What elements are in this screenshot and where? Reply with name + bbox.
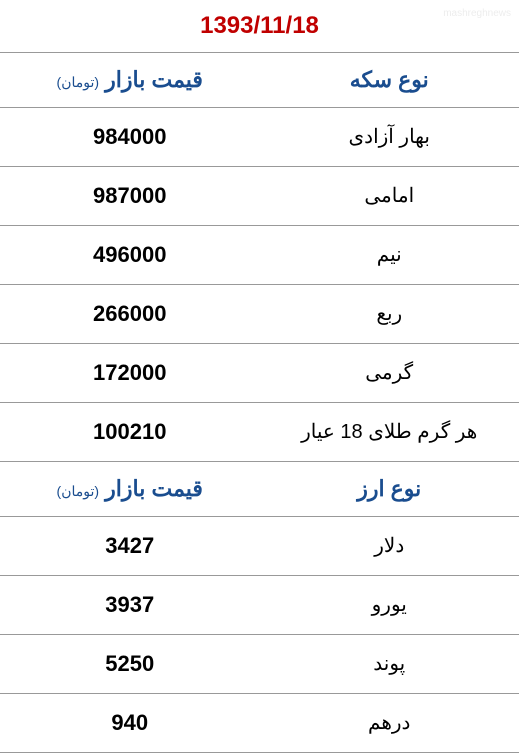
- coin-price-header: قیمت بازار (تومان): [0, 67, 260, 93]
- currency-price: 3937: [0, 592, 260, 618]
- table-row: گرمی 172000: [0, 344, 519, 403]
- date-header: 1393/11/18: [0, 0, 519, 53]
- watermark: mashreghnews: [443, 8, 511, 19]
- table-row: نیم 496000: [0, 226, 519, 285]
- table-row: یورو 3937: [0, 576, 519, 635]
- coin-name: نیم: [260, 242, 519, 268]
- currency-name: درهم: [260, 710, 519, 736]
- table-row: پوند 5250: [0, 635, 519, 694]
- currency-name: پوند: [260, 651, 519, 677]
- currency-name: دلار: [260, 533, 519, 559]
- currency-type-header: نوع ارز: [260, 476, 519, 502]
- currency-price: 940: [0, 710, 260, 736]
- currency-price: 5250: [0, 651, 260, 677]
- coin-price: 100210: [0, 419, 260, 445]
- price-unit: (تومان): [57, 483, 100, 499]
- coin-name: امامی: [260, 183, 519, 209]
- coin-name: ربع: [260, 301, 519, 327]
- coin-price: 984000: [0, 124, 260, 150]
- price-label: قیمت بازار: [105, 476, 203, 501]
- table-row: امامی 987000: [0, 167, 519, 226]
- table-row: ربع 266000: [0, 285, 519, 344]
- coin-name: گرمی: [260, 360, 519, 386]
- price-unit: (تومان): [57, 74, 100, 90]
- currency-table-header: نوع ارز قیمت بازار (تومان): [0, 462, 519, 517]
- coin-name: بهار آزادی: [260, 124, 519, 150]
- coin-name: هر گرم طلای 18 عیار: [260, 419, 519, 445]
- coin-price: 172000: [0, 360, 260, 386]
- currency-price: 3427: [0, 533, 260, 559]
- coin-price: 496000: [0, 242, 260, 268]
- price-label: قیمت بازار: [105, 67, 203, 92]
- price-table-container: mashreghnews 1393/11/18 نوع سکه قیمت باز…: [0, 0, 519, 753]
- coin-price: 266000: [0, 301, 260, 327]
- coin-table-header: نوع سکه قیمت بازار (تومان): [0, 53, 519, 108]
- currency-name: یورو: [260, 592, 519, 618]
- table-row: دلار 3427: [0, 517, 519, 576]
- table-row: بهار آزادی 984000: [0, 108, 519, 167]
- currency-price-header: قیمت بازار (تومان): [0, 476, 260, 502]
- coin-price: 987000: [0, 183, 260, 209]
- table-row: هر گرم طلای 18 عیار 100210: [0, 403, 519, 462]
- table-row: درهم 940: [0, 694, 519, 753]
- coin-type-header: نوع سکه: [260, 67, 519, 93]
